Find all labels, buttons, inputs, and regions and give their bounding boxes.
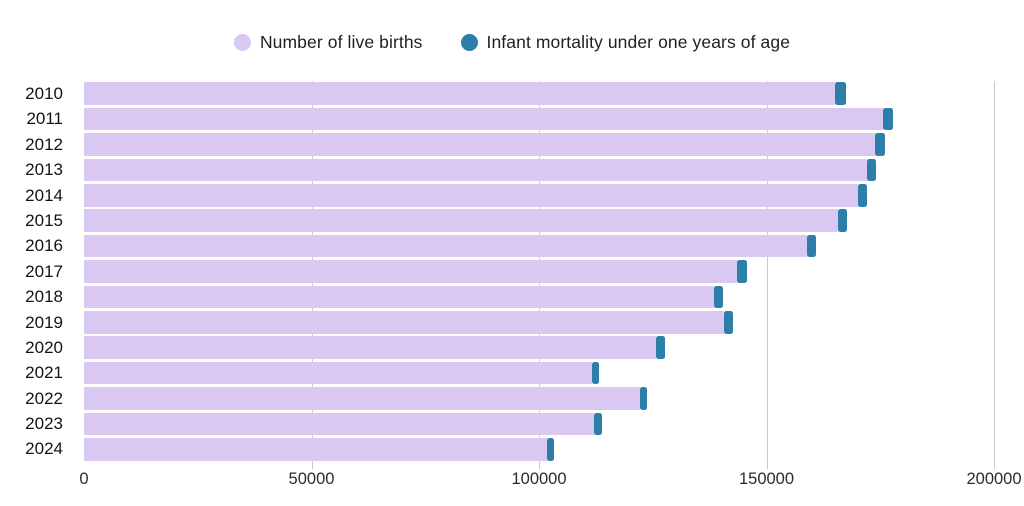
bar-infant-mortality-2013[interactable] (866, 158, 877, 182)
bar-live-births-2017[interactable] (84, 260, 738, 283)
bar-row-2015 (84, 209, 847, 232)
gridline-x-150000 (766, 81, 768, 469)
bar-infant-mortality-2012[interactable] (875, 133, 886, 156)
bar-row-2019 (84, 311, 734, 334)
bar-row-2011 (84, 107, 894, 131)
y-axis-label-2021: 2021 (25, 363, 63, 383)
y-axis-label-2019: 2019 (25, 312, 63, 332)
legend-item-live-births[interactable]: Number of live births (233, 32, 423, 53)
bar-row-2010 (84, 82, 846, 105)
bar-live-births-2018[interactable] (84, 285, 715, 309)
bar-infant-mortality-2024[interactable] (546, 438, 555, 461)
bar-row-2018 (84, 285, 724, 309)
bar-live-births-2015[interactable] (84, 209, 838, 232)
x-axis-label-200000: 200000 (966, 470, 1022, 488)
bar-infant-mortality-2023[interactable] (593, 412, 603, 436)
bar-infant-mortality-2017[interactable] (737, 260, 747, 283)
bar-infant-mortality-2018[interactable] (714, 285, 724, 309)
bar-live-births-2022[interactable] (84, 387, 640, 410)
bar-live-births-2023[interactable] (84, 412, 594, 436)
y-axis-label-2016: 2016 (25, 236, 63, 256)
y-axis-label-2022: 2022 (25, 388, 63, 408)
y-axis-label-2011: 2011 (26, 109, 63, 129)
bar-row-2021 (84, 361, 600, 385)
bar-infant-mortality-2010[interactable] (834, 82, 846, 105)
legend-label-live-births: Number of live births (259, 32, 423, 52)
y-axis-label-2023: 2023 (25, 414, 63, 434)
bar-infant-mortality-2016[interactable] (807, 234, 817, 258)
y-axis-label-2012: 2012 (25, 134, 63, 154)
bar-infant-mortality-2020[interactable] (655, 336, 665, 359)
y-axis-labels: 2010 2011 2012 2013 2014 2015 2016 2017 2018 2019… (0, 81, 74, 462)
bar-live-births-2014[interactable] (84, 184, 858, 207)
y-axis-label-2017: 2017 (25, 261, 63, 281)
y-axis-label-2010: 2010 (25, 84, 63, 103)
bar-infant-mortality-2021[interactable] (592, 361, 600, 385)
legend-item-infant-mortality[interactable]: Infant mortality under one years of age (460, 32, 791, 53)
bar-live-births-2011[interactable] (84, 107, 884, 131)
legend-label-infant-mortality: Infant mortality under one years of age (486, 32, 791, 52)
y-axis-label-2020: 2020 (25, 337, 63, 357)
x-axis-label-100000: 100000 (511, 470, 567, 488)
y-axis-label-2014: 2014 (25, 185, 63, 205)
bar-row-2014 (84, 184, 867, 207)
legend: Number of live births Infant mortality u… (0, 32, 1024, 53)
bar-live-births-2013[interactable] (84, 158, 867, 182)
gridline-x-200000 (994, 81, 995, 469)
bar-infant-mortality-2011[interactable] (883, 107, 894, 131)
bar-live-births-2010[interactable] (84, 82, 835, 105)
y-axis-label-2024: 2024 (25, 439, 63, 459)
legend-swatch-infant-mortality-icon (460, 34, 478, 51)
bar-row-2016 (84, 234, 817, 258)
y-axis-label-2013: 2013 (25, 160, 63, 180)
bar-live-births-2020[interactable] (84, 336, 656, 359)
legend-swatch-live-births-icon (233, 34, 251, 51)
x-axis-label-150000: 150000 (738, 470, 795, 488)
x-axis-label-0: 0 (79, 470, 89, 488)
bar-live-births-2021[interactable] (84, 361, 593, 385)
bar-row-2024 (84, 438, 555, 461)
bar-infant-mortality-2015[interactable] (837, 209, 847, 232)
bar-row-2023 (84, 412, 603, 436)
bar-live-births-2016[interactable] (84, 234, 807, 258)
x-axis-label-50000: 50000 (288, 470, 335, 488)
bar-infant-mortality-2019[interactable] (724, 311, 734, 334)
bar-row-2017 (84, 260, 747, 283)
bar-infant-mortality-2014[interactable] (857, 184, 867, 207)
y-axis-label-2018: 2018 (25, 287, 63, 307)
bar-infant-mortality-2022[interactable] (639, 387, 648, 410)
bar-row-2013 (84, 158, 877, 182)
x-axis-labels: 0 50000 100000 150000 200000 (0, 470, 1024, 492)
bar-row-2020 (84, 336, 665, 359)
bar-row-2022 (84, 387, 648, 410)
bar-live-births-2019[interactable] (84, 311, 725, 334)
bar-live-births-2024[interactable] (84, 438, 547, 461)
y-axis-label-2015: 2015 (25, 210, 63, 230)
bar-live-births-2012[interactable] (84, 133, 876, 156)
bar-row-2012 (84, 133, 886, 156)
plot-area (84, 81, 995, 469)
